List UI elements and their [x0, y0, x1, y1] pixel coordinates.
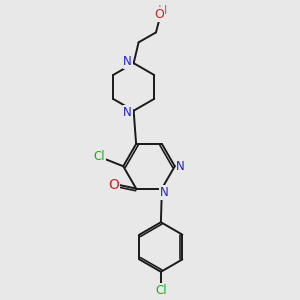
Text: Cl: Cl — [155, 284, 167, 297]
Text: O: O — [108, 178, 119, 192]
Text: N: N — [160, 186, 169, 199]
Text: N: N — [123, 55, 132, 68]
Text: O: O — [154, 8, 164, 21]
Text: N: N — [123, 106, 132, 119]
Text: N: N — [176, 160, 185, 173]
Text: H: H — [158, 4, 168, 17]
Text: Cl: Cl — [94, 150, 105, 163]
